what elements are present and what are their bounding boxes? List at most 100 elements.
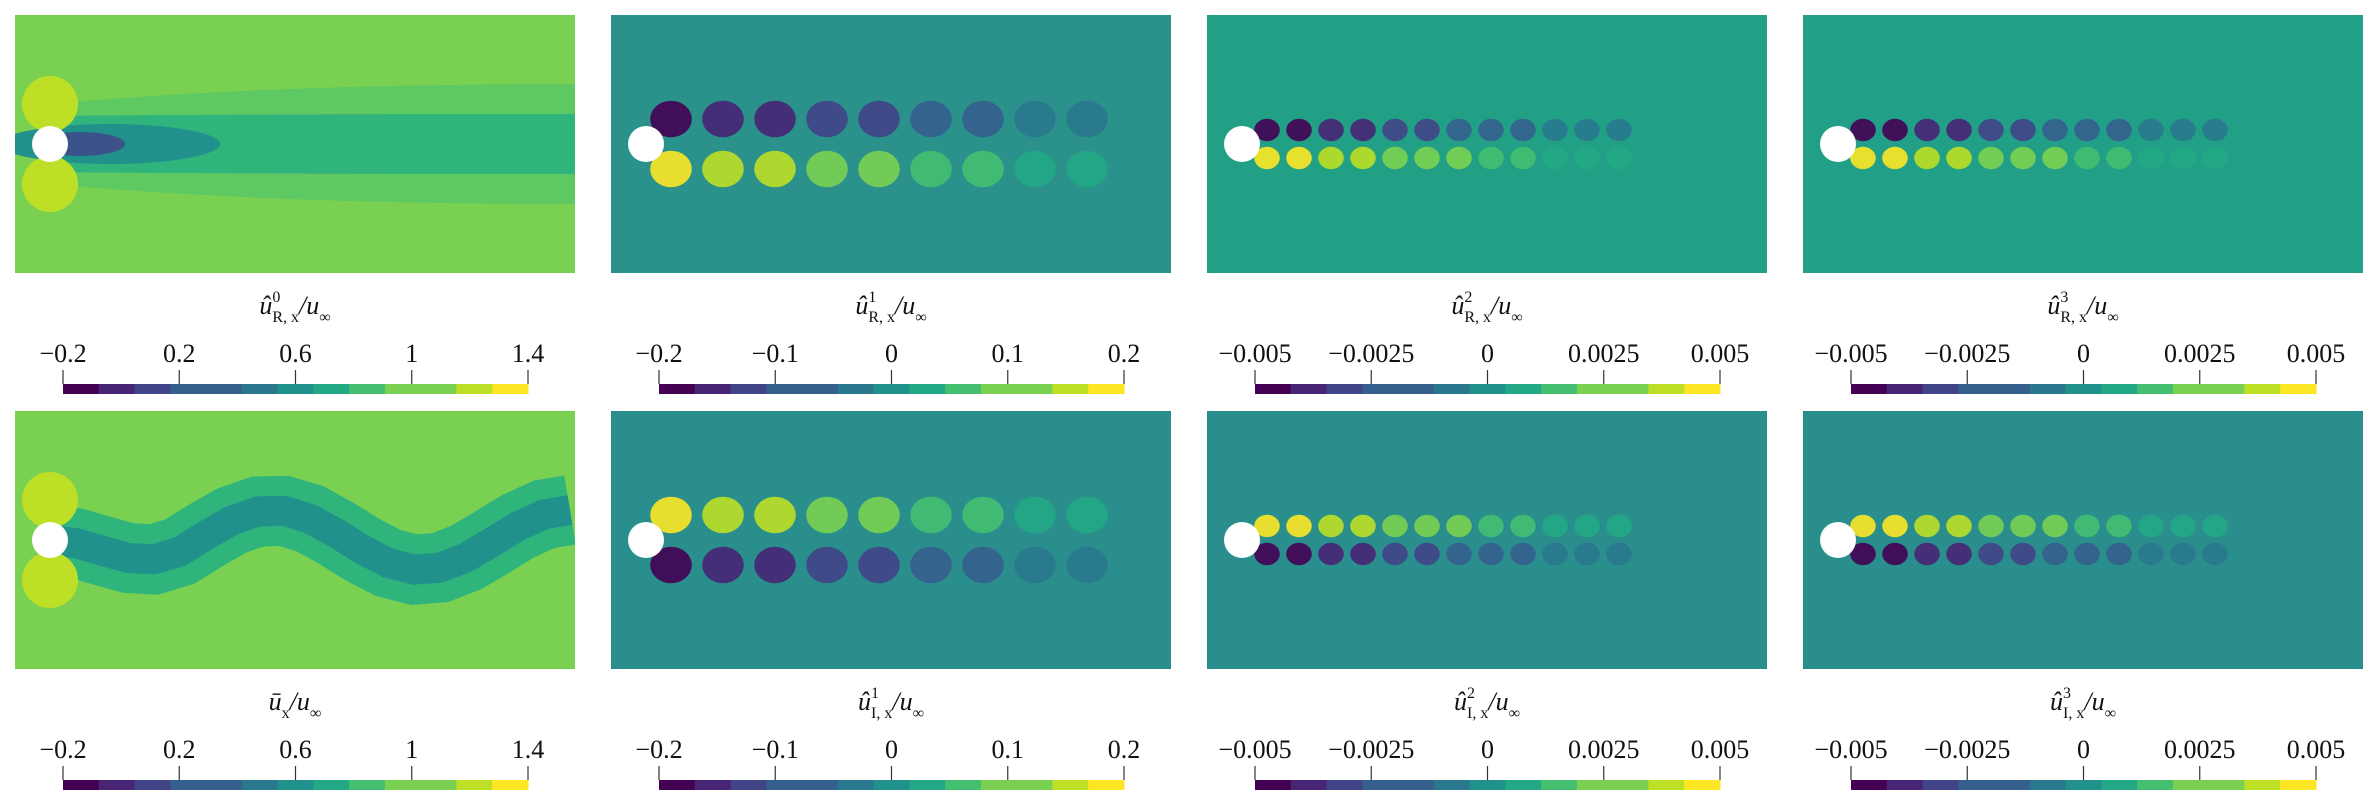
mode-blob (1542, 118, 1568, 142)
colorbar-tick-label: 1 (405, 735, 418, 764)
colorbar-segment (1016, 780, 1053, 790)
colorbar-tick-label: 0.6 (279, 339, 312, 368)
mode-blob (1978, 146, 2004, 170)
title-part: 1 (868, 289, 876, 306)
colorbar-segment (1505, 384, 1542, 394)
colorbar-title: û2 R, x/u∞ (1451, 289, 1522, 326)
mode-blob (1542, 542, 1568, 566)
colorbar-segment (98, 780, 136, 790)
title-part: û (1451, 291, 1464, 320)
title-part: û (2047, 291, 2060, 320)
title-part: û (1454, 687, 1467, 716)
title-part: /u (2085, 291, 2107, 320)
colorbar-segment (730, 780, 767, 790)
title-part: 3 (2060, 289, 2068, 306)
colorbar-segment (1851, 780, 1888, 790)
mode-blob (2010, 514, 2036, 538)
cylinder (628, 126, 664, 162)
colorbar-segment (1886, 780, 1924, 790)
colorbar-segment (1469, 384, 1506, 394)
colorbar-segment (134, 384, 171, 394)
mode-blob (1350, 146, 1376, 170)
mode-blob (1850, 118, 1876, 142)
mode-blob (2170, 514, 2196, 538)
mode-blob (1914, 146, 1940, 170)
colorbar-tick-label: 0 (885, 735, 898, 764)
field (628, 100, 1108, 188)
colorbar-tick-label: 0 (1481, 735, 1494, 764)
colorbar-segment (98, 384, 136, 394)
contour-panel: û3 R, x/u∞ −0.005 −0.0025 0 0.0025 0.005 (1803, 15, 2363, 394)
colorbar-tick-label: 1.4 (512, 339, 545, 368)
mode-blob (2042, 146, 2068, 170)
mode-blob (1066, 496, 1108, 534)
colorbar-segment (1398, 780, 1435, 790)
mode-blob (1606, 118, 1632, 142)
mode-blob (1574, 514, 1600, 538)
colorbar-segment (206, 780, 243, 790)
mode-blob (1382, 514, 1408, 538)
title-part: I, x (1467, 705, 1488, 722)
colorbar-title: û1 I, x/u∞ (858, 685, 924, 722)
title-part: I, x (871, 705, 892, 722)
mode-blob (1254, 514, 1280, 538)
title-part: ∞ (2107, 309, 2118, 326)
colorbar-segment (1326, 384, 1363, 394)
colorbar-segment (1362, 780, 1399, 790)
mode-blob (1946, 146, 1972, 170)
mode-blob (806, 496, 848, 534)
colorbar-segment (766, 780, 803, 790)
colorbar-tick-label: 0.005 (2287, 735, 2346, 764)
colorbar-tick-label: −0.1 (752, 735, 799, 764)
mode-blob (910, 150, 952, 188)
mode-blob (1882, 542, 1908, 566)
colorbar-tick-label: 0.2 (163, 339, 196, 368)
title-part: ∞ (2105, 705, 2116, 722)
mode-blob (1318, 146, 1344, 170)
mode-blob (806, 100, 848, 138)
colorbar-segment (2280, 384, 2317, 394)
field (1820, 514, 2228, 566)
mode-blob (858, 100, 900, 138)
colorbar-segment (659, 780, 696, 790)
mode-blob (1542, 514, 1568, 538)
mode-blob (2010, 118, 2036, 142)
mode-blob (1478, 514, 1504, 538)
colorbar-segment (313, 780, 350, 790)
mode-blob (962, 546, 1004, 584)
lobe (22, 472, 78, 528)
mode-blob (650, 100, 692, 138)
colorbar-segment (2172, 384, 2210, 394)
colorbar-segment (1290, 384, 1328, 394)
mode-blob (1318, 118, 1344, 142)
colorbar-segment (1255, 780, 1292, 790)
colorbar-segment (694, 384, 732, 394)
colorbar-segment (1016, 384, 1053, 394)
mode-blob (1850, 542, 1876, 566)
contour-panel: û1 I, x/u∞ −0.2 −0.1 0 0.1 0.2 (611, 411, 1171, 790)
mode-blob (754, 100, 796, 138)
field (15, 76, 575, 212)
mode-blob (1606, 146, 1632, 170)
colorbar-title: û0 R, x/u∞ (259, 289, 330, 326)
field-background (1803, 15, 2363, 273)
mode-blob (2138, 146, 2164, 170)
colorbar-segment (1088, 780, 1125, 790)
field (22, 472, 575, 608)
colorbar-tick-label: 0.1 (992, 339, 1025, 368)
mode-blob (1446, 118, 1472, 142)
mode-blob (1382, 542, 1408, 566)
mode-blob (1414, 514, 1440, 538)
colorbar-segment (945, 780, 982, 790)
mode-blob (1946, 118, 1972, 142)
colorbar-title: û3 R, x/u∞ (2047, 289, 2118, 326)
colorbar-segment (1576, 780, 1614, 790)
colorbar-segment (420, 384, 457, 394)
colorbar-segment (837, 780, 875, 790)
colorbar-segment (1576, 384, 1614, 394)
colorbar-segment (241, 780, 279, 790)
mode-blob (2138, 118, 2164, 142)
mode-blob (2170, 118, 2196, 142)
colorbar-title: ūx/u∞ (269, 687, 322, 722)
title-part: ∞ (1509, 705, 1520, 722)
